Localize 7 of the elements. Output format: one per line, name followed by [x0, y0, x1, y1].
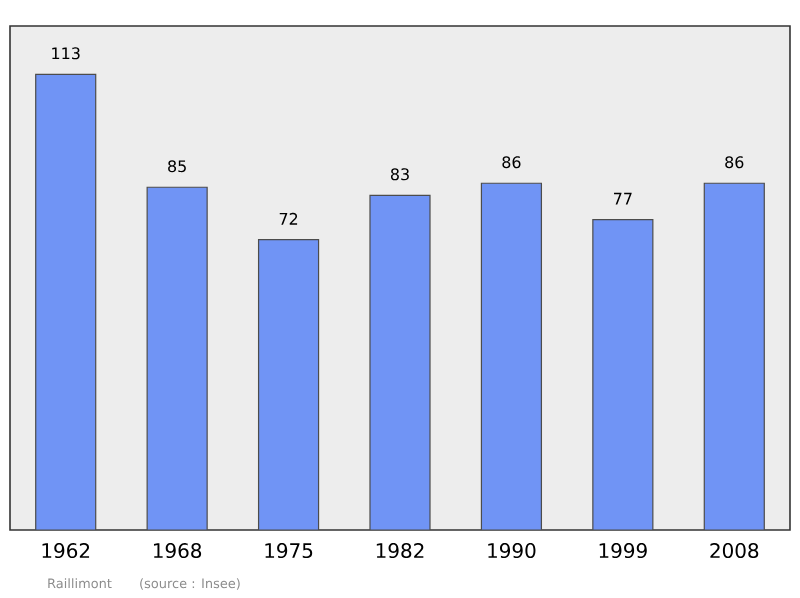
x-tick-label: 1990 [488, 543, 536, 559]
x-tick-label: 1982 [376, 543, 424, 559]
x-tick-label: 1975 [265, 543, 313, 559]
x-tick-label: 1968 [153, 543, 202, 559]
x-tick-label: 1962 [42, 543, 90, 559]
x-tick-label: 1999 [599, 543, 647, 559]
x-tick-label: 2008 [710, 543, 759, 559]
